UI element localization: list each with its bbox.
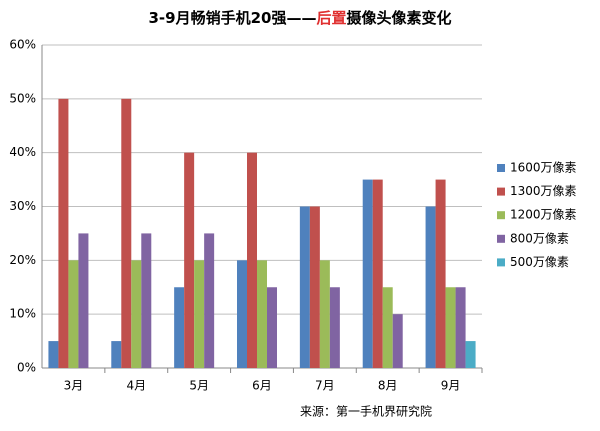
legend-swatch bbox=[497, 211, 505, 220]
x-tick-label: 8月 bbox=[378, 379, 398, 393]
x-tick-label: 9月 bbox=[441, 379, 461, 393]
bar bbox=[362, 179, 373, 368]
y-tick-label: 40% bbox=[9, 145, 36, 159]
bar bbox=[247, 152, 257, 368]
bar bbox=[257, 260, 267, 368]
bar bbox=[372, 179, 383, 368]
x-tick-label: 4月 bbox=[126, 379, 146, 393]
bar bbox=[58, 98, 69, 368]
bar bbox=[392, 314, 403, 368]
bar bbox=[204, 233, 215, 368]
bar bbox=[329, 287, 340, 368]
bar bbox=[184, 152, 195, 368]
x-tick-label: 7月 bbox=[315, 379, 335, 393]
bar bbox=[309, 206, 320, 368]
legend-swatch bbox=[497, 234, 505, 243]
bar bbox=[78, 233, 89, 368]
x-tick-label: 3月 bbox=[64, 379, 84, 393]
legend-swatch bbox=[497, 258, 505, 267]
source-note: 来源：第一手机界研究院 bbox=[300, 404, 432, 419]
legend-label: 800万像素 bbox=[510, 231, 569, 245]
y-tick-label: 30% bbox=[9, 199, 36, 213]
legend-label: 1600万像素 bbox=[510, 161, 577, 175]
legend-label: 1300万像素 bbox=[510, 184, 577, 198]
bar bbox=[131, 260, 142, 368]
bar bbox=[299, 206, 310, 368]
title-part: 摄像头像素变化 bbox=[346, 9, 451, 27]
bar bbox=[48, 341, 59, 368]
title-part: 3-9月畅销手机20强—— bbox=[148, 9, 316, 27]
bar bbox=[194, 260, 205, 368]
y-tick-label: 0% bbox=[17, 361, 36, 375]
bar bbox=[174, 287, 185, 368]
x-tick-label: 5月 bbox=[189, 379, 209, 393]
chart-title: 3-9月畅销手机20强——后置摄像头像素变化 bbox=[148, 9, 451, 27]
y-tick-label: 10% bbox=[9, 307, 36, 321]
bar bbox=[111, 341, 122, 368]
bar bbox=[445, 287, 456, 368]
legend-label: 1200万像素 bbox=[510, 208, 577, 222]
bar bbox=[319, 260, 330, 368]
legend-swatch bbox=[497, 187, 505, 196]
bar bbox=[68, 260, 79, 368]
title-part: 后置 bbox=[316, 9, 346, 27]
bar bbox=[267, 287, 277, 368]
y-tick-label: 50% bbox=[9, 91, 36, 105]
bar bbox=[435, 179, 446, 368]
bar bbox=[465, 341, 476, 368]
y-tick-label: 60% bbox=[9, 38, 36, 52]
y-tick-label: 20% bbox=[9, 253, 36, 267]
bar bbox=[237, 260, 247, 368]
legend-swatch bbox=[497, 164, 505, 172]
bar bbox=[121, 98, 132, 368]
legend-label: 500万像素 bbox=[510, 255, 569, 269]
bar bbox=[141, 233, 152, 368]
bar bbox=[382, 287, 393, 368]
bar bbox=[455, 287, 466, 368]
x-tick-label: 6月 bbox=[252, 379, 272, 393]
bar bbox=[425, 206, 436, 368]
